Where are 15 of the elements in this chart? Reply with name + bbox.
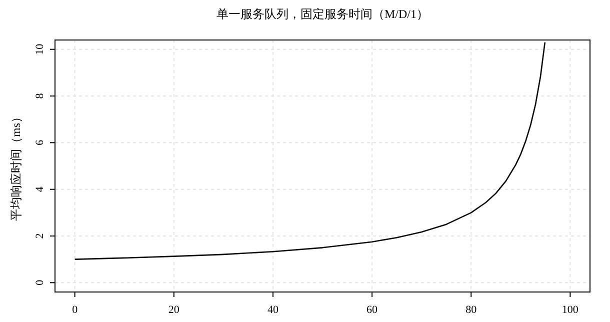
- x-tick-label: 60: [366, 304, 378, 316]
- y-tick-label: 0: [34, 279, 46, 286]
- chart-title: 单一服务队列，固定服务时间（M/D/1）: [216, 7, 429, 21]
- line-series: [74, 42, 546, 260]
- y-tick-label: 6: [34, 139, 46, 146]
- y-tick-label: 8: [34, 92, 46, 99]
- x-tick-label: 100: [562, 304, 579, 316]
- y-tick-label: 10: [34, 43, 46, 55]
- x-tick-label: 20: [168, 304, 180, 316]
- y-axis-title: 平均响应时间（ms）: [9, 110, 23, 222]
- y-tick-label: 2: [34, 233, 46, 239]
- x-tick-label: 80: [466, 304, 478, 316]
- y-tick-label: 4: [34, 186, 46, 192]
- x-tick-label: 0: [72, 304, 78, 316]
- x-tick-label: 40: [267, 304, 279, 316]
